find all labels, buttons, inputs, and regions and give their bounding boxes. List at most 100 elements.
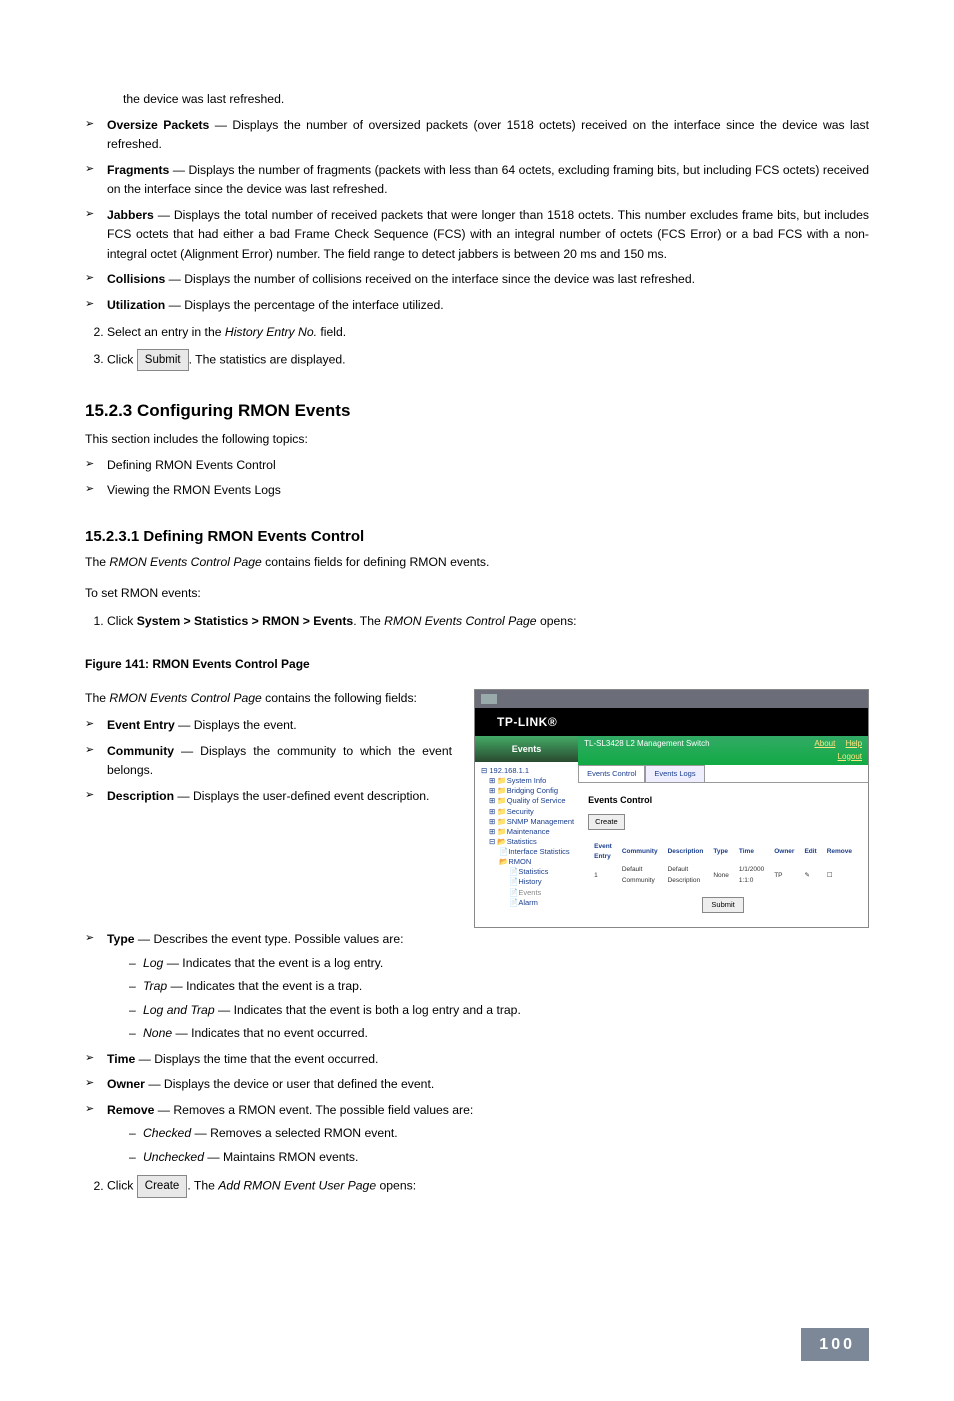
step-text: Click — [107, 352, 137, 366]
v-log: Log — Indicates that the event is a log … — [129, 954, 869, 974]
v-trap: Trap — Indicates that the event is a tra… — [129, 977, 869, 997]
field-time: Time — Displays the time that the event … — [85, 1050, 869, 1070]
v-unchecked: Unchecked — Maintains RMON events. — [129, 1148, 869, 1168]
term: Collisions — [107, 272, 165, 286]
tab-events-logs[interactable]: Events Logs — [645, 765, 704, 782]
i: Add RMON Event User Page — [218, 1179, 376, 1193]
r: — Indicates that the event is a trap. — [167, 979, 362, 993]
t: Click — [107, 614, 137, 628]
term: Type — [107, 932, 135, 946]
i: Trap — [143, 979, 167, 993]
ss-nav-tree: ⊟ 192.168.1.1 ⊞ 📁System Info ⊞ 📁Bridging… — [475, 762, 578, 918]
i: None — [143, 1026, 172, 1040]
t: The — [85, 555, 109, 569]
ss-submit-button[interactable]: Submit — [702, 897, 743, 913]
term-rest: — Displays the number of oversized packe… — [107, 118, 869, 152]
td: 1/1/2000 1:1:0 — [735, 864, 768, 887]
submit-button[interactable]: Submit — [137, 349, 189, 371]
th: Time — [735, 842, 768, 863]
term: Description — [107, 789, 174, 803]
fields-list-full: Type — Describes the event type. Possibl… — [85, 930, 869, 1167]
rest: — Displays the time that the event occur… — [135, 1052, 378, 1066]
def-oversize: Oversize Packets — Displays the number o… — [85, 116, 869, 155]
i: Log and Trap — [143, 1003, 215, 1017]
i: Checked — [143, 1126, 191, 1140]
ss-tabs: Events Control Events Logs — [578, 765, 868, 782]
tree-item[interactable]: 📄Statistics — [481, 867, 574, 877]
edit-icon[interactable]: ✎ — [800, 864, 820, 887]
panel-title: Events Control — [588, 793, 858, 807]
term: Event Entry — [107, 718, 175, 732]
td: TP — [770, 864, 798, 887]
tree-root[interactable]: ⊟ 192.168.1.1 — [481, 766, 574, 776]
tree-item[interactable]: ⊟ 📂Statistics — [481, 837, 574, 847]
tree-item[interactable]: ⊞ 📁Bridging Config — [481, 786, 574, 796]
tree-item[interactable]: ⊞ 📁Maintenance — [481, 827, 574, 837]
i: RMON Events Control Page — [109, 691, 261, 705]
th: Description — [664, 842, 708, 863]
rest: — Displays the device or user that defin… — [145, 1077, 434, 1091]
rest: — Displays the user-defined event descri… — [174, 789, 429, 803]
tree-item[interactable]: 📂RMON — [481, 857, 574, 867]
step-italic: History Entry No. — [225, 325, 317, 339]
tree-item[interactable]: ⊞ 📁Security — [481, 807, 574, 817]
def-utilization: Utilization — Displays the percentage of… — [85, 296, 869, 316]
r: — Indicates that no event occurred. — [172, 1026, 368, 1040]
set-steps: Click System > Statistics > RMON > Event… — [85, 612, 869, 632]
tree-item-active[interactable]: 📄Events — [481, 888, 574, 898]
tree-item[interactable]: 📄History — [481, 877, 574, 887]
remove-checkbox[interactable]: ☐ — [823, 864, 856, 887]
term-rest: — Displays the number of collisions rece… — [165, 272, 695, 286]
ss-logout-link[interactable]: Logout — [838, 751, 862, 764]
td: None — [709, 864, 733, 887]
create-button[interactable]: Create — [137, 1175, 188, 1197]
t3: opens: — [537, 614, 577, 628]
fields-list-left: Event Entry — Displays the event. Commun… — [85, 716, 452, 806]
continuation-text: the device was last refreshed. — [123, 90, 869, 110]
th: Community — [618, 842, 662, 863]
term: Oversize Packets — [107, 118, 209, 132]
v-logtrap: Log and Trap — Indicates that the event … — [129, 1001, 869, 1021]
ss-titlebar — [475, 690, 868, 708]
type-values: Log — Indicates that the event is a log … — [107, 954, 869, 1044]
ss-create-button[interactable]: Create — [588, 814, 625, 830]
ss-about-link[interactable]: About — [814, 739, 835, 748]
page-number: 100 — [801, 1328, 869, 1362]
term: Community — [107, 744, 174, 758]
tab-events-control[interactable]: Events Control — [578, 765, 645, 782]
t2: contains fields for defining RMON events… — [262, 555, 490, 569]
def-fragments: Fragments — Displays the number of fragm… — [85, 161, 869, 200]
th: Remove — [823, 842, 856, 863]
rest: — Describes the event type. Possible val… — [135, 932, 404, 946]
step-select-entry: Select an entry in the History Entry No.… — [107, 323, 869, 343]
th: Edit — [800, 842, 820, 863]
tree-item[interactable]: ⊞ 📁SNMP Management — [481, 817, 574, 827]
subsection-heading: 15.2.3.1 Defining RMON Events Control — [85, 525, 869, 549]
tree-item[interactable]: 📄Alarm — [481, 898, 574, 908]
r: — Removes a selected RMON event. — [191, 1126, 398, 1140]
field-remove: Remove — Removes a RMON event. The possi… — [85, 1101, 869, 1168]
term: Fragments — [107, 163, 169, 177]
ss-brand: TP-LINK® — [475, 708, 868, 736]
th: Event Entry — [590, 842, 616, 863]
t3: opens: — [376, 1179, 416, 1193]
term: Remove — [107, 1103, 154, 1117]
figure-caption: Figure 141: RMON Events Control Page — [85, 655, 869, 674]
ss-help-link[interactable]: Help — [846, 739, 862, 748]
t: The — [85, 691, 109, 705]
r: — Indicates that the event is both a log… — [215, 1003, 521, 1017]
step-nav: Click System > Statistics > RMON > Event… — [107, 612, 869, 632]
i: Unchecked — [143, 1150, 204, 1164]
tree-item[interactable]: 📄Interface Statistics — [481, 847, 574, 857]
r: — Indicates that the event is a log entr… — [163, 956, 383, 970]
rest: — Displays the event. — [175, 718, 297, 732]
field-event-entry: Event Entry — Displays the event. — [85, 716, 452, 736]
term: Jabbers — [107, 208, 154, 222]
t2: contains the following fields: — [262, 691, 417, 705]
ss-events-table: Event Entry Community Description Type T… — [588, 840, 858, 890]
th: Owner — [770, 842, 798, 863]
tree-item[interactable]: ⊞ 📁Quality of Service — [481, 796, 574, 806]
i: Log — [143, 956, 163, 970]
topics-list: Defining RMON Events Control Viewing the… — [85, 456, 869, 501]
tree-item[interactable]: ⊞ 📁System Info — [481, 776, 574, 786]
